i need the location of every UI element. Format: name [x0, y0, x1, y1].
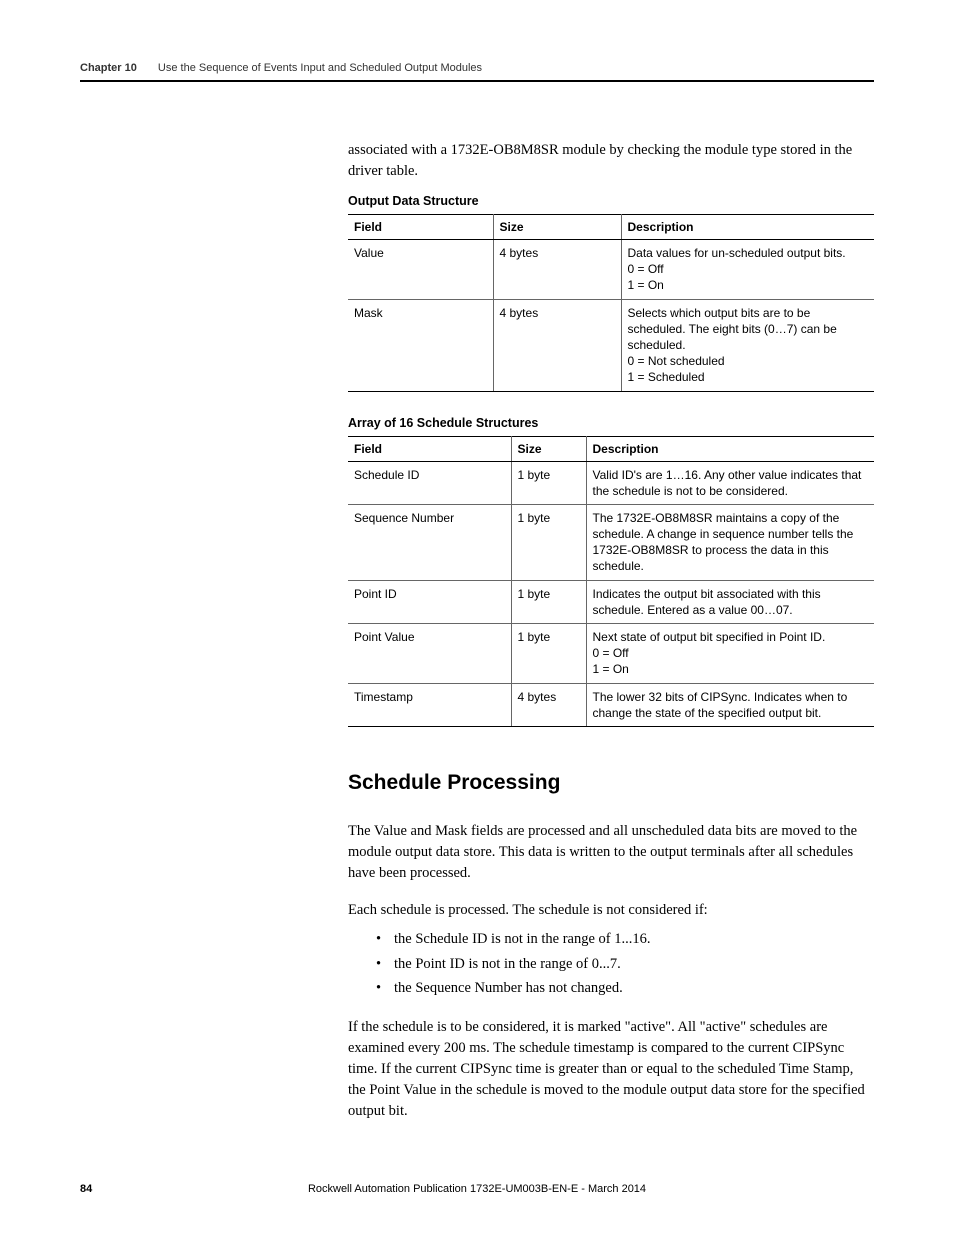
- cell-desc: Data values for un-scheduled output bits…: [621, 240, 874, 300]
- cell-field: Value: [348, 240, 493, 300]
- cell-desc: Next state of output bit specified in Po…: [586, 624, 874, 684]
- cell-field: Sequence Number: [348, 504, 511, 580]
- cell-desc: The lower 32 bits of CIPSync. Indicates …: [586, 683, 874, 726]
- cell-field: Point Value: [348, 624, 511, 684]
- cell-desc: Valid ID's are 1…16. Any other value ind…: [586, 461, 874, 504]
- section-body: The Value and Mask fields are processed …: [348, 821, 874, 1122]
- list-item: the Point ID is not in the range of 0...…: [376, 952, 874, 977]
- page-header: Chapter 10 Use the Sequence of Events In…: [80, 62, 482, 74]
- cell-desc: Selects which output bits are to be sche…: [621, 299, 874, 391]
- cell-field: Timestamp: [348, 683, 511, 726]
- table2-header-description: Description: [586, 436, 874, 461]
- cell-desc: The 1732E-OB8M8SR maintains a copy of th…: [586, 504, 874, 580]
- cell-size: 4 bytes: [493, 299, 621, 391]
- table-row: Mask 4 bytes Selects which output bits a…: [348, 299, 874, 391]
- cell-size: 4 bytes: [493, 240, 621, 300]
- cell-size: 1 byte: [511, 461, 586, 504]
- page-footer: 84 Rockwell Automation Publication 1732E…: [80, 1183, 874, 1195]
- table1-header-description: Description: [621, 215, 874, 240]
- cell-size: 1 byte: [511, 504, 586, 580]
- table-row: Value 4 bytes Data values for un-schedul…: [348, 240, 874, 300]
- list-item: the Schedule ID is not in the range of 1…: [376, 927, 874, 952]
- section-para3: If the schedule is to be considered, it …: [348, 1017, 874, 1122]
- chapter-label: Chapter 10: [80, 62, 137, 74]
- cell-size: 4 bytes: [511, 683, 586, 726]
- schedule-structures-table: Field Size Description Schedule ID 1 byt…: [348, 436, 874, 727]
- table1-header-size: Size: [493, 215, 621, 240]
- output-data-structure-table: Field Size Description Value 4 bytes Dat…: [348, 214, 874, 392]
- bullet-list: the Schedule ID is not in the range of 1…: [376, 927, 874, 1001]
- cell-field: Schedule ID: [348, 461, 511, 504]
- table1-title: Output Data Structure: [348, 194, 874, 208]
- cell-field: Point ID: [348, 580, 511, 623]
- list-item: the Sequence Number has not changed.: [376, 976, 874, 1001]
- cell-size: 1 byte: [511, 580, 586, 623]
- table2-header-size: Size: [511, 436, 586, 461]
- cell-size: 1 byte: [511, 624, 586, 684]
- section-heading: Schedule Processing: [348, 771, 874, 795]
- section-para1: The Value and Mask fields are processed …: [348, 821, 874, 884]
- cell-desc: Indicates the output bit associated with…: [586, 580, 874, 623]
- intro-paragraph: associated with a 1732E-OB8M8SR module b…: [348, 140, 874, 182]
- chapter-title: Use the Sequence of Events Input and Sch…: [158, 62, 482, 74]
- table-row: Point Value 1 byte Next state of output …: [348, 624, 874, 684]
- table-row: Point ID 1 byte Indicates the output bit…: [348, 580, 874, 623]
- section-para2: Each schedule is processed. The schedule…: [348, 900, 874, 921]
- table-row: Timestamp 4 bytes The lower 32 bits of C…: [348, 683, 874, 726]
- table2-header-field: Field: [348, 436, 511, 461]
- table-row: Schedule ID 1 byte Valid ID's are 1…16. …: [348, 461, 874, 504]
- header-rule: [80, 80, 874, 82]
- cell-field: Mask: [348, 299, 493, 391]
- publication-info: Rockwell Automation Publication 1732E-UM…: [80, 1183, 874, 1195]
- main-content: associated with a 1732E-OB8M8SR module b…: [348, 140, 874, 1138]
- table-row: Sequence Number 1 byte The 1732E-OB8M8SR…: [348, 504, 874, 580]
- table2-title: Array of 16 Schedule Structures: [348, 416, 874, 430]
- table1-header-field: Field: [348, 215, 493, 240]
